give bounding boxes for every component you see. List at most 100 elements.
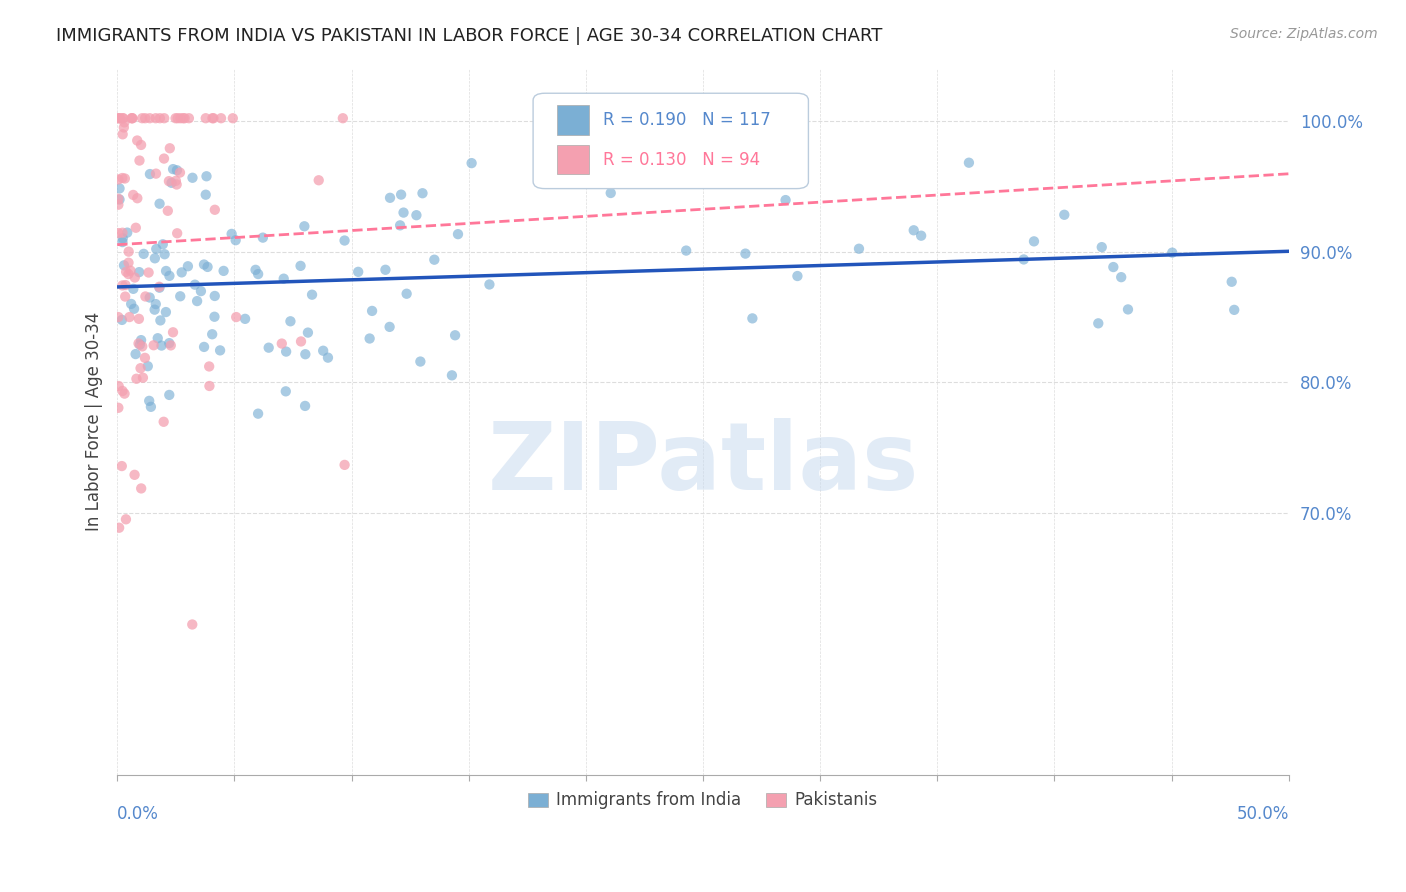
Point <box>734 246 756 260</box>
Text: R = 0.130   N = 94: R = 0.130 N = 94 <box>603 151 761 169</box>
Point <box>405 208 427 222</box>
Point <box>169 112 191 126</box>
Point <box>107 379 129 393</box>
Point <box>111 313 134 327</box>
Point <box>118 310 141 324</box>
Point <box>159 338 181 352</box>
Point <box>108 193 131 207</box>
Point <box>1022 235 1045 249</box>
Point <box>786 268 808 283</box>
Point <box>195 169 218 184</box>
Point <box>111 235 134 249</box>
Point <box>146 331 169 345</box>
Point <box>290 334 312 349</box>
Point <box>131 339 153 353</box>
Point <box>108 521 131 535</box>
Point <box>139 400 162 414</box>
Point <box>107 192 129 206</box>
Point <box>204 310 226 324</box>
Point <box>112 120 135 135</box>
Point <box>347 265 370 279</box>
Point <box>198 379 221 393</box>
FancyBboxPatch shape <box>557 105 589 135</box>
Point <box>128 337 150 351</box>
Point <box>212 264 235 278</box>
Point <box>145 167 167 181</box>
Point <box>157 388 180 402</box>
Point <box>411 186 433 201</box>
Point <box>107 112 129 126</box>
Point <box>190 284 212 298</box>
Point <box>294 399 316 413</box>
Point <box>111 458 134 473</box>
Point <box>153 247 176 261</box>
Point <box>134 112 156 126</box>
Point <box>599 186 621 200</box>
Point <box>124 347 146 361</box>
Point <box>114 386 136 401</box>
Point <box>131 112 153 126</box>
Point <box>409 354 432 368</box>
Point <box>193 340 215 354</box>
Point <box>166 112 188 126</box>
Point <box>142 338 165 352</box>
Point <box>145 242 167 256</box>
Point <box>361 304 384 318</box>
Point <box>201 112 224 126</box>
Point <box>312 343 335 358</box>
Point <box>129 137 152 152</box>
Point <box>120 297 142 311</box>
Point <box>202 112 225 126</box>
Point <box>395 286 418 301</box>
Point <box>270 336 292 351</box>
Point <box>111 231 134 245</box>
Point <box>139 112 162 126</box>
Point <box>169 165 191 179</box>
Point <box>111 112 134 126</box>
Point <box>197 260 219 274</box>
Point <box>194 187 217 202</box>
Point <box>129 333 152 347</box>
Point <box>308 173 330 187</box>
Point <box>392 205 415 219</box>
Point <box>150 338 173 352</box>
Point <box>181 170 204 185</box>
Point <box>114 171 136 186</box>
Point <box>149 313 172 327</box>
Point <box>122 301 145 316</box>
Point <box>107 401 129 415</box>
Point <box>221 227 243 241</box>
Point <box>115 512 138 526</box>
Point <box>184 277 207 292</box>
Point <box>378 191 401 205</box>
Point <box>222 112 245 126</box>
Point <box>359 331 381 345</box>
Point <box>910 228 932 243</box>
Point <box>136 359 159 374</box>
Point <box>374 262 396 277</box>
Point <box>121 112 143 126</box>
Point <box>201 327 224 342</box>
Point <box>122 282 145 296</box>
Point <box>1087 316 1109 330</box>
Point <box>181 617 204 632</box>
Point <box>290 259 312 273</box>
Point <box>162 162 184 177</box>
Point <box>157 336 180 351</box>
Point <box>316 351 339 365</box>
Point <box>204 202 226 217</box>
Point <box>111 226 134 240</box>
Point <box>257 341 280 355</box>
Point <box>423 252 446 267</box>
Point <box>155 264 177 278</box>
Point <box>903 223 925 237</box>
Point <box>129 482 152 496</box>
Point <box>112 115 135 129</box>
Point <box>155 305 177 319</box>
Point <box>225 233 247 247</box>
Point <box>169 289 191 303</box>
Point <box>112 112 135 126</box>
Point <box>1012 252 1035 267</box>
Legend: Immigrants from India, Pakistanis: Immigrants from India, Pakistanis <box>522 785 884 816</box>
Point <box>118 244 141 259</box>
